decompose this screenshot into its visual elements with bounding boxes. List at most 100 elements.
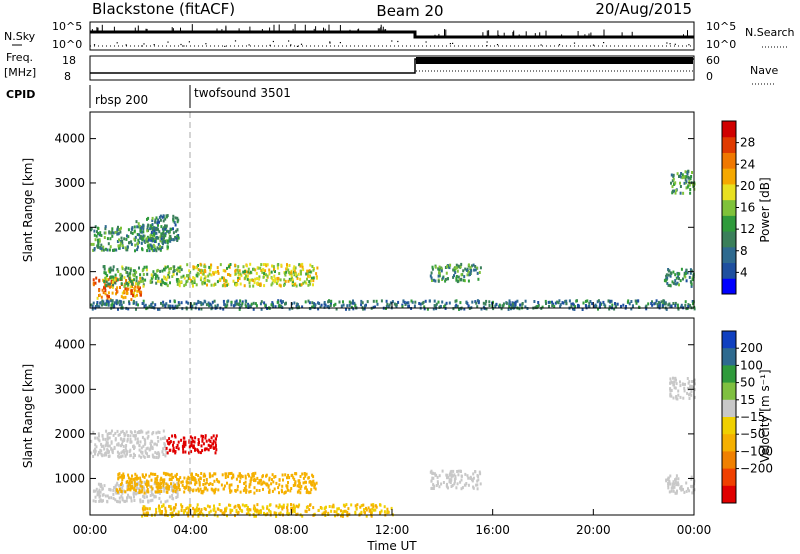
scatter-cell	[348, 307, 351, 311]
scatter-cell	[686, 377, 689, 380]
scatter-cell	[263, 284, 266, 288]
scatter-cell	[146, 511, 149, 515]
scatter-cell	[104, 302, 106, 306]
scatter-cell	[190, 305, 193, 309]
scatter-cell	[222, 269, 225, 273]
scatter-cell	[157, 276, 160, 280]
scatter-cell	[391, 300, 394, 304]
scatter-cell	[395, 305, 398, 309]
scatter-cell	[105, 284, 108, 288]
scatter-cell	[232, 304, 235, 308]
scatter-cell	[160, 476, 163, 480]
scatter-cell	[227, 282, 230, 286]
scatter-cell	[690, 384, 693, 388]
scatter-cell	[255, 508, 258, 512]
scatter-cell	[401, 305, 404, 309]
scatter-cell	[183, 490, 186, 494]
scatter-cell	[650, 302, 653, 305]
scatter-cell	[455, 263, 458, 267]
scatter-cell	[94, 449, 97, 453]
scatter-cell	[434, 265, 437, 269]
power-colorbar-label: Power [dB]	[758, 177, 772, 242]
scatter-cell	[311, 301, 314, 305]
scatter-cell	[232, 279, 235, 283]
scatter-cell	[670, 486, 673, 490]
scatter-cell	[681, 176, 684, 180]
scatter-cell	[191, 281, 194, 285]
scatter-cell	[309, 270, 312, 274]
scatter-cell	[206, 279, 209, 283]
scatter-cell	[215, 434, 218, 438]
scatter-cell	[95, 487, 98, 491]
scatter-cell	[178, 281, 181, 285]
power-colorbar-tick-label: 24	[740, 157, 755, 171]
scatter-cell	[521, 302, 524, 306]
scatter-cell	[291, 278, 294, 282]
scatter-cell	[454, 271, 457, 275]
scatter-cell	[212, 508, 215, 512]
scatter-cell	[129, 285, 132, 289]
scatter-cell	[117, 500, 120, 504]
scatter-cell	[201, 512, 204, 516]
scatter-cell	[140, 230, 143, 234]
scatter-cell	[92, 455, 95, 458]
scatter-cell	[160, 301, 162, 305]
scatter-cell	[98, 305, 101, 309]
scatter-cell	[686, 172, 689, 176]
scatter-cell	[244, 270, 246, 273]
scatter-cell	[453, 269, 456, 273]
scatter-cell	[100, 482, 102, 486]
scatter-cell	[302, 268, 305, 272]
scatter-cell	[672, 376, 674, 380]
scatter-cell	[687, 303, 690, 307]
scatter-cell	[514, 305, 517, 309]
scatter-cell	[128, 302, 131, 306]
scatter-cell	[208, 265, 211, 269]
scatter-cell	[386, 302, 389, 306]
nsky-tick-top: 10^5	[52, 20, 82, 33]
scatter-cell	[147, 434, 150, 438]
scatter-cell	[673, 189, 675, 193]
scatter-cell	[117, 244, 120, 248]
scatter-cell	[149, 485, 152, 489]
scatter-cell	[182, 450, 185, 454]
scatter-cell	[186, 274, 189, 278]
scatter-cell	[126, 234, 128, 238]
scatter-cell	[142, 499, 145, 503]
scatter-cell	[232, 473, 235, 477]
scatter-cell	[247, 509, 250, 513]
scatter-cell	[692, 302, 694, 306]
scatter-cell	[676, 281, 679, 285]
scatter-cell	[438, 485, 441, 489]
scatter-cell	[254, 268, 257, 272]
scatter-cell	[96, 436, 99, 440]
scatter-cell	[680, 267, 683, 271]
scatter-cell	[123, 434, 126, 438]
scatter-cell	[116, 450, 119, 454]
scatter-cell	[149, 499, 152, 503]
scatter-cell	[161, 303, 164, 307]
scatter-cell	[248, 284, 251, 288]
scatter-cell	[195, 506, 198, 510]
scatter-cell	[198, 507, 200, 511]
scatter-cell	[111, 275, 114, 279]
scatter-cell	[113, 278, 116, 282]
velocity-colorbar-segment	[722, 417, 736, 435]
scatter-cell	[285, 270, 288, 274]
scatter-cell	[450, 474, 453, 478]
scatter-cell	[151, 249, 154, 253]
velocity-colorbar-segment	[722, 434, 736, 452]
scatter-cell	[127, 434, 130, 438]
scatter-cell	[667, 483, 670, 487]
scatter-cell	[129, 438, 132, 441]
scatter-cell	[268, 488, 271, 492]
scatter-cell	[634, 299, 637, 303]
nsky-tick-bottom: 10^0	[52, 38, 82, 51]
scatter-cell	[423, 307, 426, 311]
scatter-cell	[670, 181, 672, 185]
scatter-cell	[256, 266, 259, 270]
scatter-cell	[176, 278, 179, 281]
power-colorbar-segment	[722, 183, 736, 201]
scatter-cell	[295, 504, 298, 508]
scatter-cell	[255, 488, 258, 492]
